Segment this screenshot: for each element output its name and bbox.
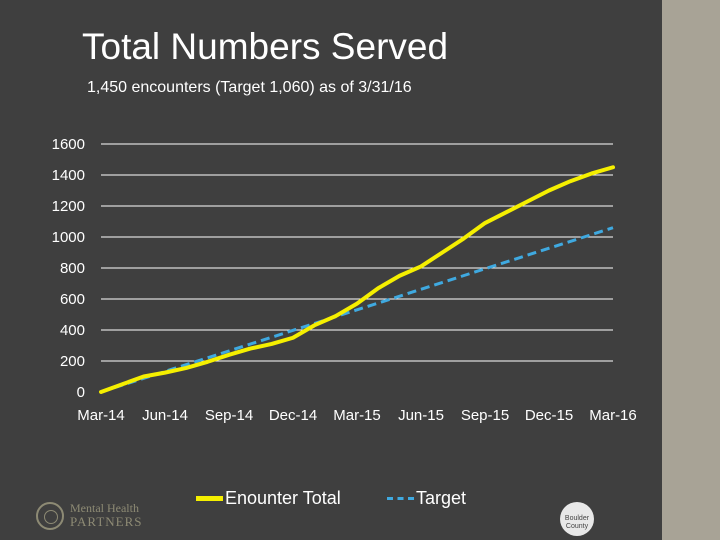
right-sidebar-band xyxy=(662,0,720,540)
y-tick-label: 1400 xyxy=(52,167,85,184)
logo-line2: PARTNERS xyxy=(70,514,143,529)
mental-health-partners-logo: Mental Health PARTNERS xyxy=(36,502,146,536)
x-tick-label: Jun-15 xyxy=(398,407,444,424)
chart-legend: Enounter Total Target xyxy=(0,488,662,514)
legend-swatch-encounter-total xyxy=(196,496,223,501)
logo-line1: Mental Health xyxy=(70,501,139,515)
y-tick-label: 600 xyxy=(60,291,85,308)
gridlines xyxy=(101,143,613,362)
boulder-county-logo: Boulder County xyxy=(560,502,594,536)
legend-item-target: Target xyxy=(387,488,466,509)
series-line-target xyxy=(100,226,614,394)
x-tick-label: Dec-15 xyxy=(525,407,573,424)
x-tick-label: Mar-15 xyxy=(333,407,381,424)
legend-item-encounter-total: Enounter Total xyxy=(196,488,341,509)
logo-mark-icon xyxy=(36,502,64,530)
y-tick-label: 1200 xyxy=(52,198,85,215)
x-tick-label: Mar-16 xyxy=(589,407,637,424)
legend-label-target: Target xyxy=(416,488,467,508)
x-tick-label: Jun-14 xyxy=(142,407,188,424)
x-tick-label: Mar-14 xyxy=(77,407,125,424)
line-chart: 0 200 400 600 800 1000 1200 1400 1600 Mar-14 Jun-… xyxy=(52,136,637,424)
y-tick-label: 200 xyxy=(60,353,85,370)
x-tick-label: Sep-15 xyxy=(461,407,509,424)
y-tick-label: 1000 xyxy=(52,229,85,246)
x-axis-ticks: Mar-14 Jun-14 Sep-14 Dec-14 Mar-15 Jun-15 Sep-… xyxy=(77,407,637,424)
x-tick-label: Sep-14 xyxy=(205,407,253,424)
y-tick-label: 0 xyxy=(77,384,85,401)
legend-swatch-target xyxy=(387,497,414,500)
boulder-county-logo-text: Boulder County xyxy=(564,515,590,530)
page-subtitle: 1,450 encounters (Target 1,060) as of 3/… xyxy=(87,79,412,96)
x-tick-label: Dec-14 xyxy=(269,407,317,424)
page-title: Total Numbers Served xyxy=(82,26,449,67)
legend-label-encounter-total: Enounter Total xyxy=(225,488,341,508)
y-tick-label: 800 xyxy=(60,260,85,277)
series-lines xyxy=(99,165,615,394)
y-axis-ticks: 0 200 400 600 800 1000 1200 1400 1600 xyxy=(52,136,85,401)
y-tick-label: 1600 xyxy=(52,136,85,153)
series-line-encounter-total xyxy=(99,165,615,394)
y-tick-label: 400 xyxy=(60,322,85,339)
